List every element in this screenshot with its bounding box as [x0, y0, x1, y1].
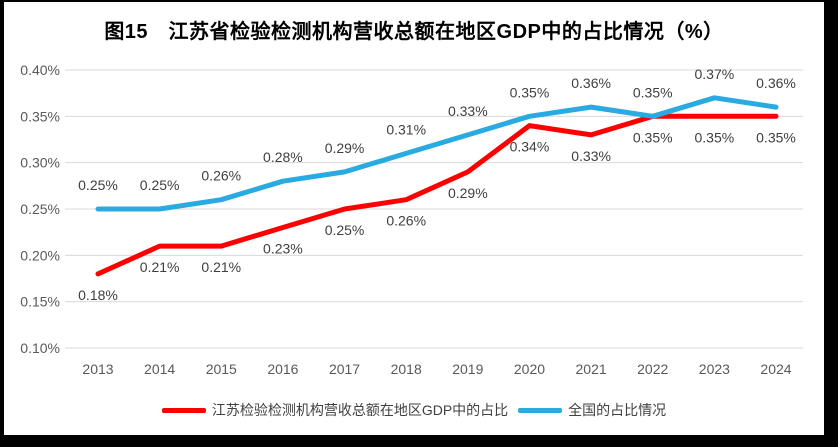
y-axis-tick-label: 0.25% [20, 201, 60, 217]
x-axis-tick-label: 2021 [576, 361, 607, 377]
x-axis-tick-label: 2020 [514, 361, 545, 377]
y-axis-tick-label: 0.15% [20, 294, 60, 310]
x-axis-tick-label: 2017 [329, 361, 360, 377]
x-axis-tick-label: 2014 [144, 361, 175, 377]
jiangsu-data-label: 0.23% [263, 241, 303, 257]
y-axis-tick-label: 0.40% [20, 62, 60, 78]
national-legend-label: 全国的占比情况 [568, 402, 667, 418]
national-data-label: 0.35% [510, 84, 550, 100]
jiangsu-series-line [95, 113, 779, 277]
national-data-label: 0.28% [263, 149, 303, 165]
x-axis-tick-label: 2016 [267, 361, 298, 377]
national-series-line [95, 95, 779, 212]
national-data-label: 0.31% [386, 121, 426, 137]
national-data-label: 0.35% [633, 84, 673, 100]
y-axis-tick-label: 0.35% [20, 108, 60, 124]
x-axis-tick-label: 2018 [391, 361, 422, 377]
jiangsu-data-label: 0.35% [756, 129, 796, 145]
line-chart: 0.40% 0.35% 0.30% 0.25% 0.20% 0.15% 0.10% 2013 2… [20, 62, 803, 377]
x-axis-tick-label: 2022 [637, 361, 668, 377]
jiangsu-data-label: 0.35% [633, 129, 673, 145]
jiangsu-data-label: 0.18% [78, 287, 118, 303]
jiangsu-data-label: 0.35% [695, 129, 735, 145]
y-axis-tick-label: 0.10% [20, 340, 60, 356]
national-data-label: 0.25% [140, 177, 180, 193]
x-axis-tick-label: 2024 [760, 361, 791, 377]
chart-title: 图15 江苏省检验检测机构营收总额在地区GDP中的占比情况（%） [104, 21, 724, 43]
national-data-label: 0.26% [201, 168, 241, 184]
jiangsu-data-label: 0.34% [510, 139, 550, 155]
x-axis-tick-label: 2015 [206, 361, 237, 377]
x-axis-tick-label: 2013 [82, 361, 113, 377]
jiangsu-data-label: 0.29% [448, 185, 488, 201]
jiangsu-data-label: 0.26% [386, 213, 426, 229]
jiangsu-legend-swatch-icon [161, 407, 206, 413]
x-axis-tick-label: 2023 [699, 361, 730, 377]
national-data-label: 0.36% [756, 75, 796, 91]
national-legend-swatch-icon [518, 407, 563, 413]
chart-canvas: 图15 江苏省检验检测机构营收总额在地区GDP中的占比情况（%） 0.40% 0.… [4, 2, 824, 435]
national-data-label: 0.33% [448, 103, 488, 119]
chart-legend: 江苏检验检测机构营收总额在地区GDP中的占比 全国的占比情况 [4, 400, 824, 420]
x-axis-tick-label: 2019 [452, 361, 483, 377]
jiangsu-data-label: 0.33% [571, 148, 611, 164]
jiangsu-legend-label: 江苏检验检测机构营收总额在地区GDP中的占比 [211, 402, 509, 418]
y-axis-tick-label: 0.20% [20, 247, 60, 263]
y-axis-tick-label: 0.30% [20, 155, 60, 171]
jiangsu-data-label: 0.21% [201, 259, 241, 275]
national-data-label: 0.25% [78, 177, 118, 193]
jiangsu-data-label: 0.25% [325, 222, 365, 238]
jiangsu-data-label: 0.21% [140, 259, 180, 275]
national-data-label: 0.36% [571, 75, 611, 91]
national-data-label: 0.29% [325, 140, 365, 156]
national-data-label: 0.37% [695, 66, 735, 82]
